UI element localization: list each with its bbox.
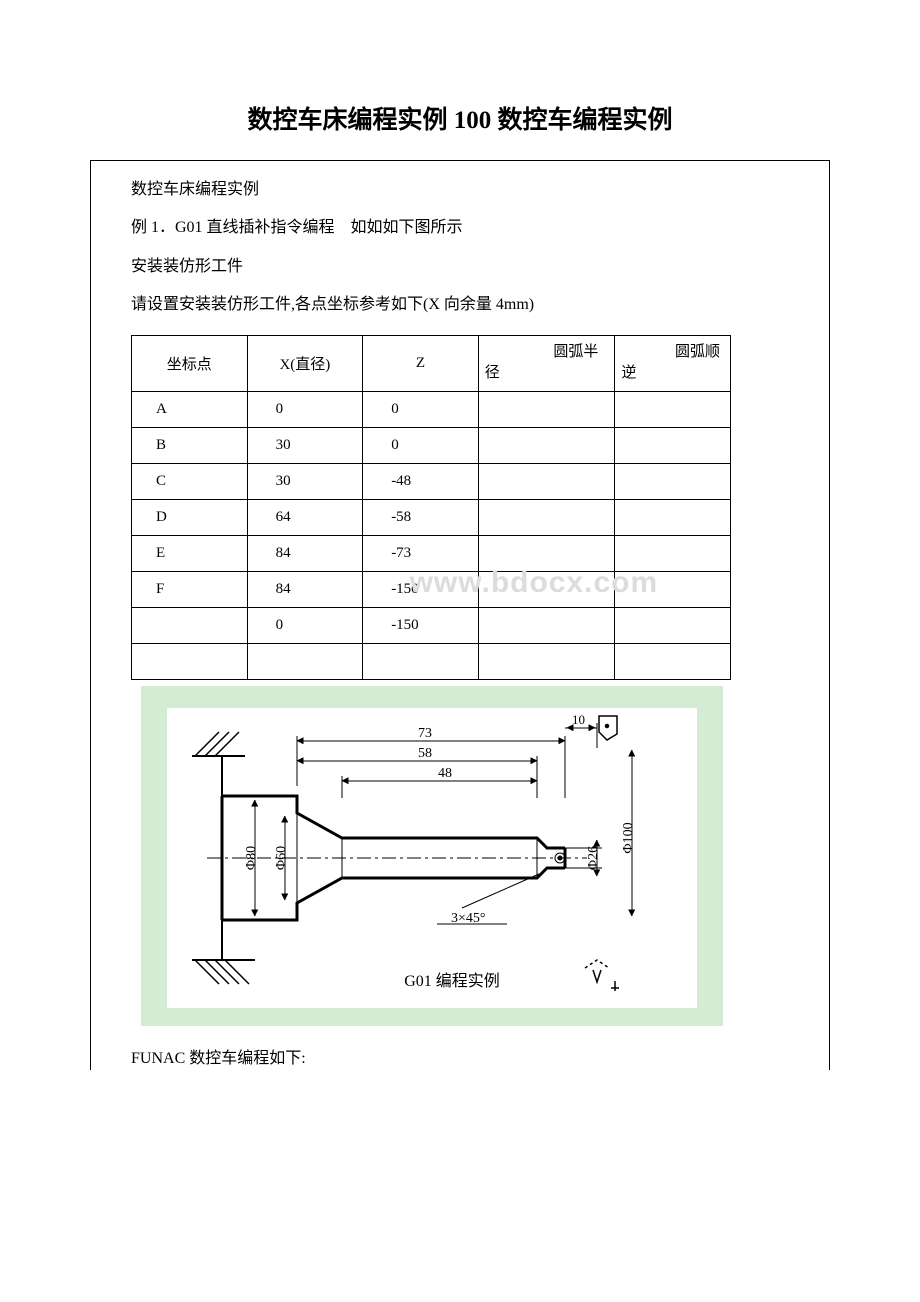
cell-r: [478, 643, 615, 679]
cell-r: [478, 463, 615, 499]
dim-phi100: Φ100: [621, 822, 636, 853]
table-row: D 64 -58: [132, 499, 731, 535]
footer-line: FUNAC 数控车编程如下:: [91, 1026, 829, 1070]
cell-z: -73: [363, 535, 479, 571]
cell-x: [247, 643, 363, 679]
cell-cw: [615, 571, 731, 607]
intro-block: 数控车床编程实例 例 1．G01 直线插补指令编程 如如如下图所示 安装装仿形工…: [91, 161, 829, 325]
th-radius-bot: 径: [485, 363, 609, 384]
intro-line-4: 请设置安装装仿形工件,各点坐标参考如下(X 向余量 4mm): [131, 286, 789, 324]
dim-10: 10: [572, 712, 585, 727]
cell-x: 84 www.bdocx.com: [247, 571, 363, 607]
table-row: 0 -150: [132, 607, 731, 643]
cell-r: [478, 571, 615, 607]
th-cw-top: 圆弧顺: [621, 342, 724, 363]
cell-cw: [615, 427, 731, 463]
tool-icon: [599, 716, 617, 740]
dim-48: 48: [438, 766, 452, 781]
th-radius-top: 圆弧半: [485, 342, 609, 363]
cell-cw: [615, 499, 731, 535]
cell-coord: D: [132, 499, 248, 535]
cell-coord: C: [132, 463, 248, 499]
tool-indicator-icon: [585, 960, 619, 991]
cell-r: [478, 391, 615, 427]
hatch-top: [192, 732, 245, 796]
th-z: Z: [363, 335, 479, 391]
table-row: B 30 0: [132, 427, 731, 463]
th-coord: 坐标点: [132, 335, 248, 391]
dim-phi26: Φ26: [586, 845, 601, 869]
cell-coord: B: [132, 427, 248, 463]
cell-r: [478, 499, 615, 535]
table-row: A 0 0: [132, 391, 731, 427]
table-row: F 84 www.bdocx.com -150: [132, 571, 731, 607]
cell-x: 30: [247, 463, 363, 499]
cell-x: 0: [247, 391, 363, 427]
cell-r: [478, 535, 615, 571]
cell-cw: [615, 391, 731, 427]
cell-coord: [132, 643, 248, 679]
cell-r: [478, 607, 615, 643]
cell-x-val: 84: [276, 581, 291, 597]
cell-z: 0: [363, 391, 479, 427]
hatch-bottom: [192, 920, 255, 984]
cell-z: -48: [363, 463, 479, 499]
cell-x: 64: [247, 499, 363, 535]
intro-line-1: 数控车床编程实例: [131, 171, 789, 209]
cell-coord: [132, 607, 248, 643]
cell-cw: [615, 463, 731, 499]
intro-line-2: 例 1．G01 直线插补指令编程 如如如下图所示: [131, 209, 789, 247]
cell-z: -150: [363, 571, 479, 607]
diagram-canvas: 73 58 48 10: [167, 708, 697, 1008]
cell-cw: [615, 607, 731, 643]
diagram-frame: 73 58 48 10: [141, 686, 723, 1026]
dim-73: 73: [418, 726, 432, 741]
cell-x: 0: [247, 607, 363, 643]
th-cw-bot: 逆: [621, 363, 724, 384]
cell-coord: A: [132, 391, 248, 427]
cell-coord: E: [132, 535, 248, 571]
dim-58: 58: [418, 746, 432, 761]
cell-cw: [615, 535, 731, 571]
table-row: E 84 -73: [132, 535, 731, 571]
content-frame: 数控车床编程实例 例 1．G01 直线插补指令编程 如如如下图所示 安装装仿形工…: [90, 160, 830, 1070]
page-title: 数控车床编程实例 100 数控车编程实例: [90, 100, 830, 136]
cell-coord: F: [132, 571, 248, 607]
coordinate-table: 坐标点 X(直径) Z 圆弧半 径 圆弧顺 逆 A 0 0: [131, 335, 731, 680]
part-drawing: 73 58 48 10: [167, 708, 697, 1008]
table-header-row: 坐标点 X(直径) Z 圆弧半 径 圆弧顺 逆: [132, 335, 731, 391]
cell-x: 30: [247, 427, 363, 463]
diagram-caption: G01 编程实例: [404, 972, 500, 990]
table-row: C 30 -48: [132, 463, 731, 499]
th-cw: 圆弧顺 逆: [615, 335, 731, 391]
cell-r: [478, 427, 615, 463]
cell-cw: [615, 643, 731, 679]
cell-z: 0: [363, 427, 479, 463]
intro-line-3: 安装装仿形工件: [131, 248, 789, 286]
cell-x: 84: [247, 535, 363, 571]
cell-z: [363, 643, 479, 679]
cell-z: -150: [363, 607, 479, 643]
cell-z: -58: [363, 499, 479, 535]
th-x: X(直径): [247, 335, 363, 391]
table-row: [132, 643, 731, 679]
table-body: A 0 0 B 30 0 C 30 -48 D: [132, 391, 731, 679]
dim-phi80: Φ80: [244, 845, 259, 869]
dim-phi60: Φ60: [274, 845, 289, 869]
th-radius: 圆弧半 径: [478, 335, 615, 391]
